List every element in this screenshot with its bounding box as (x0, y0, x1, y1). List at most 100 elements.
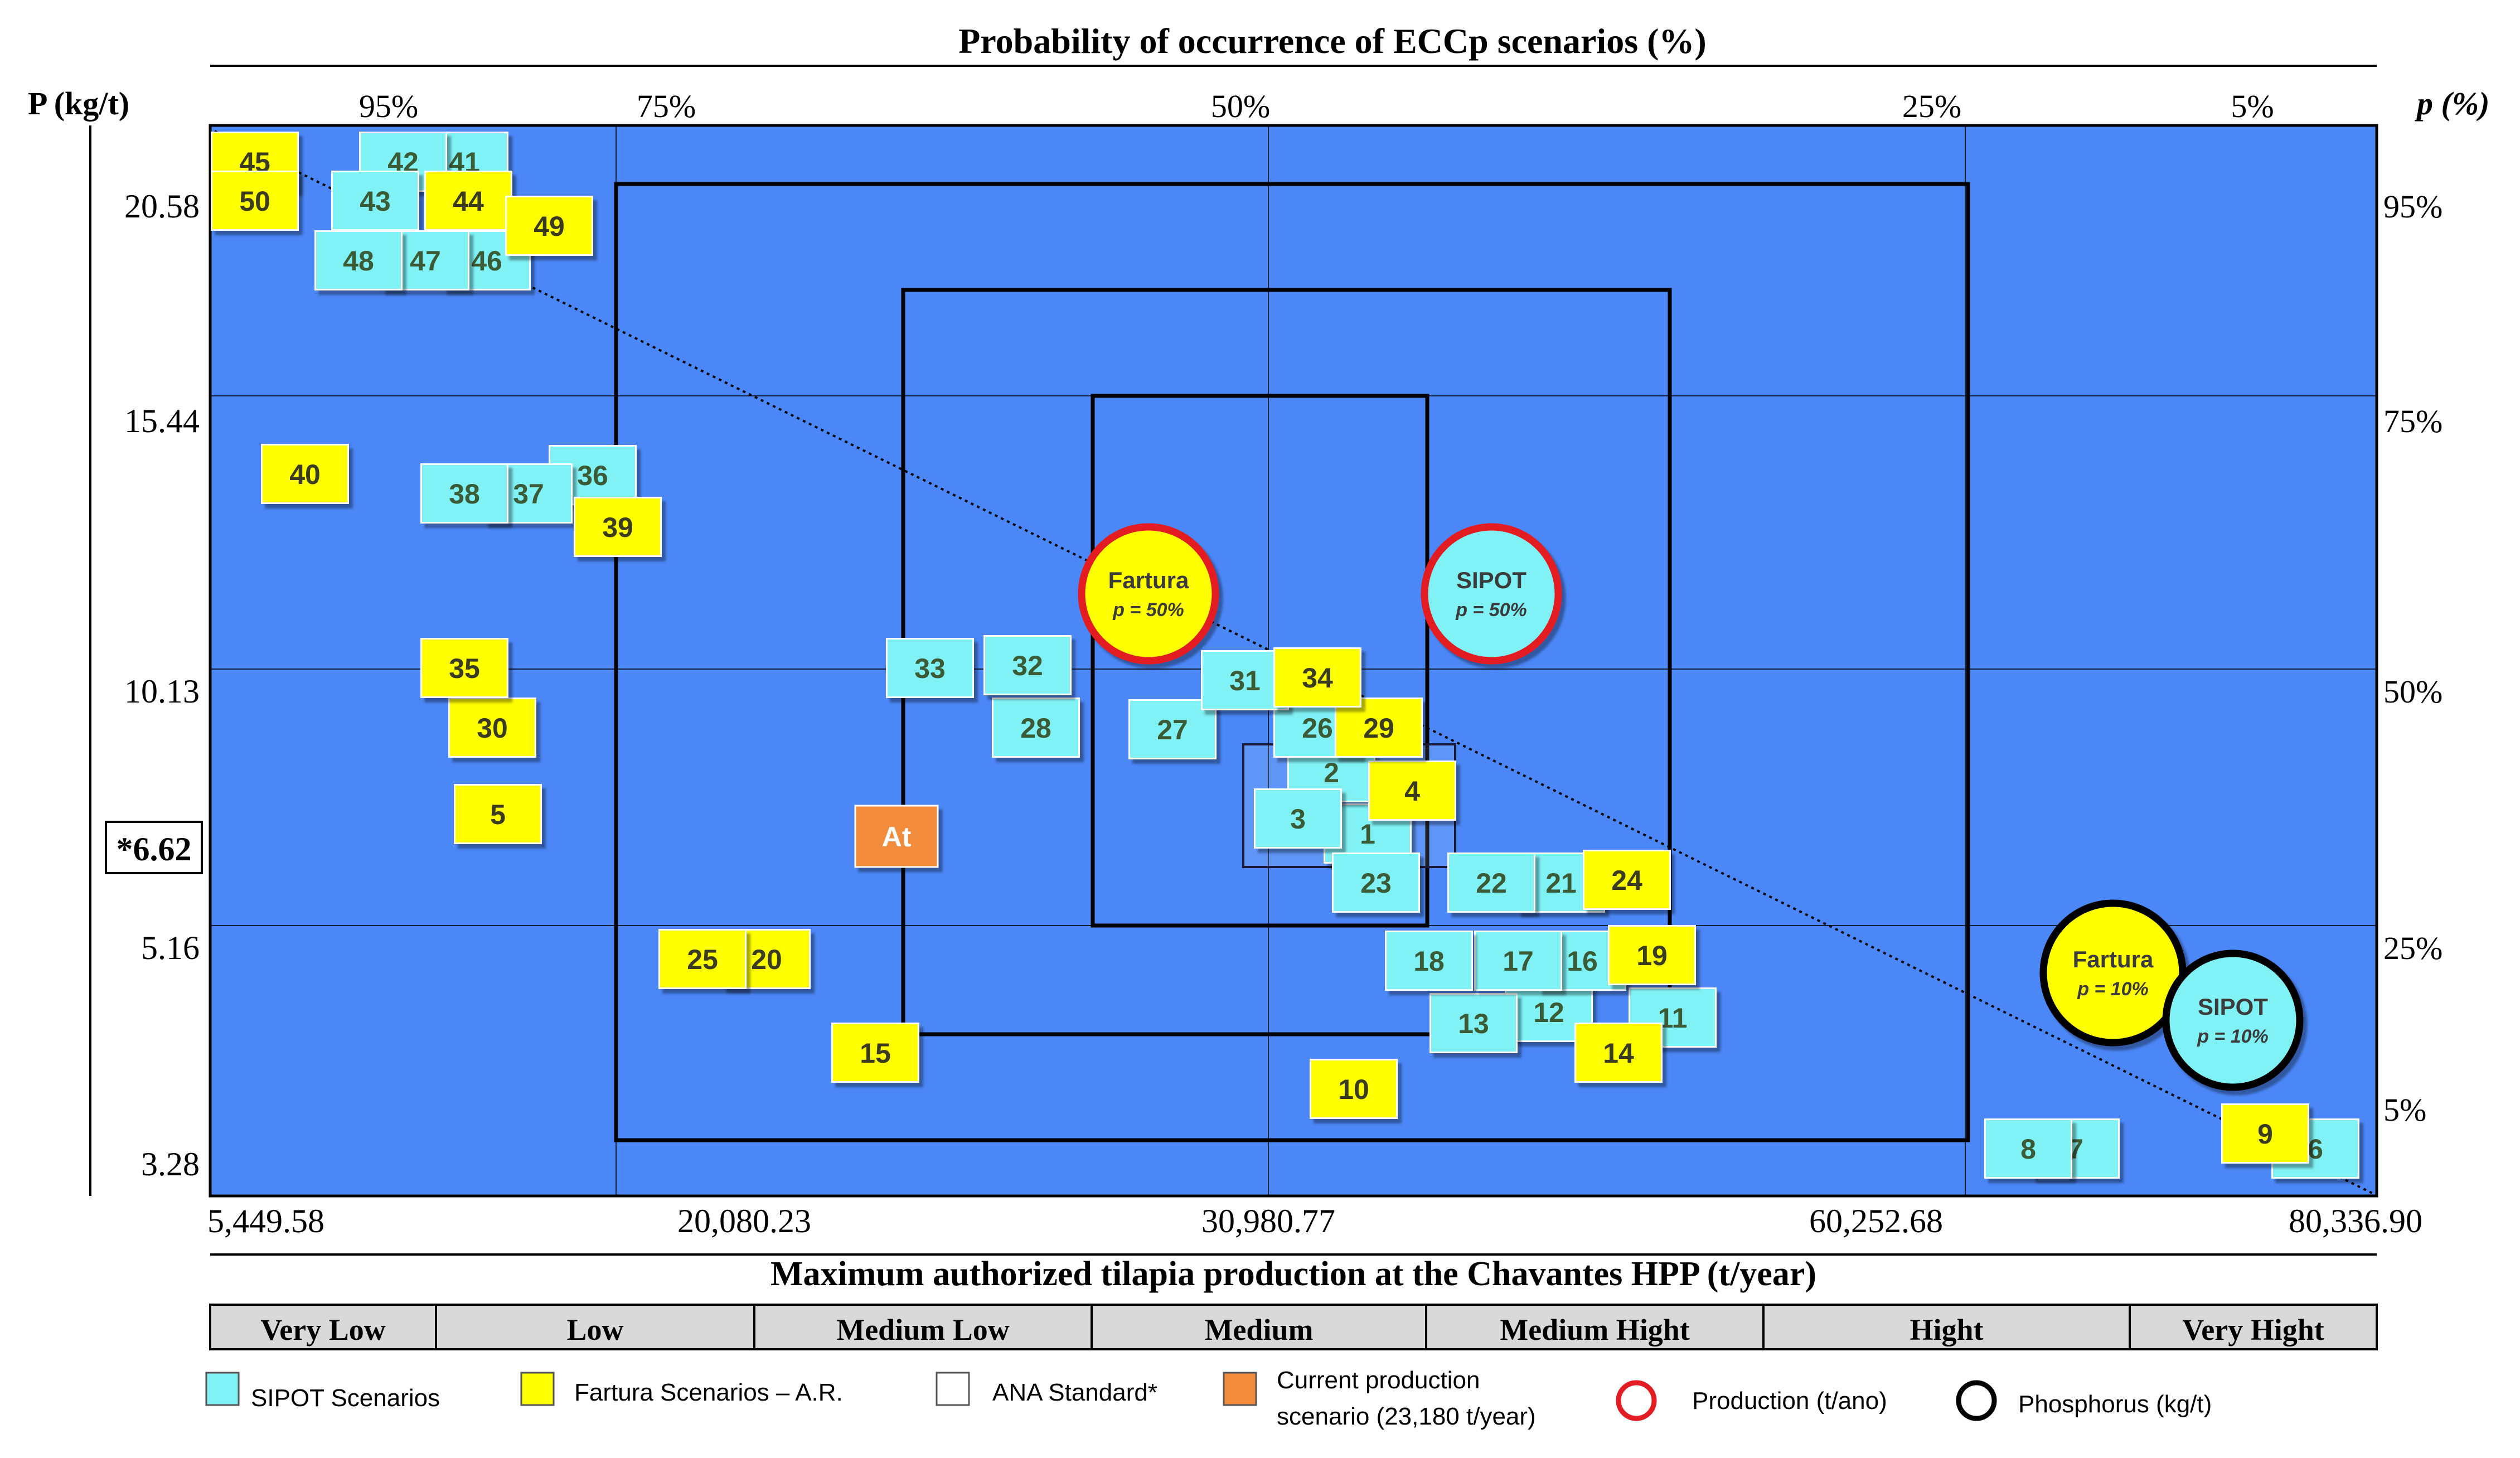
production-tick: 20,080.23 (677, 1203, 811, 1239)
legend-swatch-fartura (520, 1372, 555, 1406)
scenario-fartura-15: 15 (831, 1023, 919, 1083)
y-axis-label-left: P (kg/t) (28, 85, 129, 122)
scenario-label: At (882, 821, 912, 852)
probability-circle-shape (1421, 523, 1562, 665)
scenario-sipot-3: 3 (1254, 788, 1342, 849)
scenario-label: 6 (2308, 1134, 2323, 1165)
legend-ring-production (1616, 1380, 1657, 1421)
top-probability-tick: 25% (1902, 88, 1961, 124)
phosphorus-tick: 3.28 (141, 1146, 200, 1183)
legend-swatch-ana (936, 1372, 970, 1406)
scenario-sipot-38: 38 (420, 463, 508, 524)
scenario-label: 24 (1611, 865, 1642, 896)
legend-label: Fartura Scenarios – A.R. (574, 1379, 843, 1406)
scenario-box (1332, 852, 1420, 913)
production-class-label: Medium (1205, 1313, 1314, 1346)
scenario-box (1385, 931, 1473, 991)
right-probability-tick: 50% (2383, 674, 2443, 710)
probability-circle-name: Fartura (1108, 567, 1189, 593)
production-class-label: Medium Low (836, 1313, 1010, 1346)
production-class-label: Very Low (260, 1313, 386, 1346)
scenario-box (1474, 931, 1562, 991)
legend-label: Production (t/ano) (1692, 1387, 1887, 1415)
scenario-sipot-32: 32 (983, 635, 1072, 695)
scenario-box (1447, 852, 1535, 913)
scenario-label: 20 (751, 944, 782, 975)
scenario-label: 4 (1404, 776, 1420, 807)
top-probability-tick: 5% (2231, 88, 2274, 124)
probability-circle-name: SIPOT (2198, 994, 2268, 1020)
scenario-box (1273, 647, 1361, 708)
scenario-fartura-9: 9 (2221, 1103, 2309, 1164)
right-probability-tick: 75% (2383, 403, 2443, 439)
ana-standard-value-box (105, 821, 203, 874)
production-class-cell (435, 1304, 755, 1350)
top-probability-tick: 75% (637, 88, 696, 124)
scenario-box (1429, 993, 1518, 1053)
legend-ring-phosphorus (1956, 1380, 1997, 1421)
scenario-box (505, 196, 593, 256)
scenario-fartura-14: 14 (1574, 1023, 1663, 1083)
scenario-label: 44 (453, 186, 484, 217)
scenario-fartura-10: 10 (1310, 1059, 1398, 1119)
scenario-label: 31 (1229, 665, 1261, 696)
scenario-box (1335, 697, 1423, 758)
scenario-box (2221, 1103, 2309, 1164)
production-class-label: Medium Hight (1500, 1313, 1690, 1346)
scenario-fartura-4: 4 (1368, 761, 1456, 821)
scenario-box (831, 1023, 919, 1083)
scenario-box (574, 497, 662, 557)
phosphorus-tick: 15.44 (124, 403, 200, 439)
scenario-label: 18 (1413, 946, 1445, 977)
probability-boundary-box (1091, 394, 1429, 928)
y-axis-label-right: p (%) (2414, 85, 2489, 122)
scenario-label: 25 (687, 944, 718, 975)
scenario-label: 5 (490, 799, 506, 830)
scenario-fartura-30: 30 (448, 697, 536, 758)
scenario-label: 2 (1324, 757, 1339, 788)
scenario-label: 34 (1302, 662, 1333, 694)
scenario-fartura-25: 25 (658, 929, 747, 989)
scenario-fartura-34: 34 (1273, 647, 1361, 708)
scenario-sipot-48: 48 (314, 230, 403, 290)
scenario-sipot-18: 18 (1385, 931, 1473, 991)
scenario-box (1608, 925, 1696, 985)
scenario-box (1984, 1118, 2072, 1179)
scenario-box (420, 638, 508, 698)
scenario-label: 29 (1363, 713, 1394, 744)
scenario-label: 35 (449, 653, 480, 684)
scenario-box (331, 171, 419, 231)
probability-circle-sipot: SIPOT p = 50% (1421, 523, 1562, 665)
scenario-sipot-23: 23 (1332, 852, 1420, 913)
production-class-label: Low (566, 1313, 623, 1346)
scenario-box (1368, 761, 1456, 821)
scenario-label: 46 (471, 245, 502, 277)
production-class-cell (753, 1304, 1093, 1350)
legend-label: scenario (23,180 t/year) (1277, 1403, 1536, 1430)
scenario-sipot-33: 33 (886, 638, 974, 698)
phosphorus-tick: 5.16 (141, 929, 200, 966)
scenario-label: 30 (477, 713, 508, 744)
right-probability-tick: 5% (2383, 1092, 2426, 1128)
scenario-label: 17 (1503, 946, 1534, 977)
probability-circle-p: p = 50% (1112, 599, 1184, 621)
scenario-label: 50 (239, 186, 270, 217)
scenario-label: 26 (1302, 713, 1333, 744)
scenario-label: 22 (1476, 868, 1507, 899)
scenario-label: 49 (534, 211, 565, 242)
legend-label: Current production (1277, 1367, 1480, 1394)
scenario-fartura-44: 44 (424, 171, 512, 231)
scenario-box (454, 784, 542, 844)
probability-circle-p: p = 10% (2197, 1026, 2269, 1047)
scenario-sipot-28: 28 (992, 697, 1080, 758)
scenario-label: 1 (1360, 818, 1375, 850)
scenario-label: 37 (513, 478, 544, 510)
scenario-sipot-8: 8 (1984, 1118, 2072, 1179)
scenario-label: 13 (1458, 1008, 1489, 1039)
production-tick: 60,252.68 (1809, 1203, 1943, 1239)
probability-circle-shape (2162, 950, 2304, 1091)
scenario-box (261, 444, 349, 504)
chart-title: Probability of occurrence of ECCp scenar… (958, 21, 1706, 61)
scenario-label: 21 (1545, 868, 1577, 899)
scenario-fartura-49: 49 (505, 196, 593, 256)
